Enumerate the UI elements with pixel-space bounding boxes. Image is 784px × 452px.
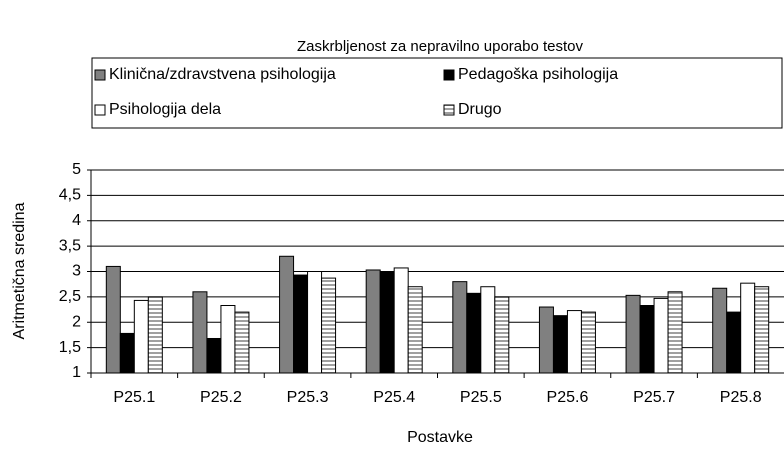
x-axis-label: Postavke [407,429,473,446]
bar [494,296,510,374]
bar [220,305,236,374]
bar [625,294,641,374]
bar [754,286,770,374]
bar [293,274,309,374]
y-tick-label: 5 [72,161,81,178]
y-tick-label: 1,5 [59,339,81,356]
bar [552,315,568,374]
legend-label: Drugo [458,101,502,118]
legend-swatch [443,69,455,81]
legend-swatch [443,104,455,116]
bar [639,305,655,374]
bar [192,291,208,374]
y-tick-label: 3,5 [59,237,81,254]
legend-swatch [94,104,106,116]
bar [538,306,554,374]
bar [321,277,337,374]
x-tick-label: P25.1 [113,389,155,406]
bar [667,291,683,374]
bar [452,281,468,374]
bar [279,255,295,374]
x-tick-label: P25.5 [460,389,502,406]
y-tick-label: 1 [72,364,81,381]
x-tick-label: P25.8 [720,389,762,406]
bar [147,296,163,374]
x-tick-label: P25.4 [373,389,415,406]
bar [407,286,423,374]
bar [105,265,121,374]
y-tick-label: 2 [72,313,81,330]
bar [307,271,323,374]
chart-title: Zaskrbljenost za nepravilno uporabo test… [297,38,583,55]
bar [466,292,482,374]
bar [379,271,395,374]
bar [365,269,381,374]
bar [726,311,742,374]
x-tick-label: P25.7 [633,389,675,406]
x-tick-label: P25.3 [287,389,329,406]
y-tick-label: 2,5 [59,288,81,305]
legend-label: Psihologija dela [109,101,221,118]
x-tick-label: P25.6 [547,389,589,406]
legend-swatch [94,69,106,81]
bar [234,311,250,374]
bar [740,282,756,374]
y-tick-label: 4 [72,212,81,229]
bar [566,310,582,374]
y-axis-label: Aritmetična sredina [11,202,28,339]
bar [653,297,669,374]
x-tick-label: P25.2 [200,389,242,406]
y-tick-label: 4,5 [59,187,81,204]
bar [393,267,409,374]
bar [480,286,496,374]
bar [712,287,728,374]
bar [580,311,596,374]
bar [206,337,222,374]
y-tick-label: 3 [72,263,81,280]
legend-label: Pedagoška psihologija [458,66,618,83]
bar [133,299,149,374]
legend-label: Klinična/zdravstvena psihologija [109,66,336,83]
bar [119,332,135,374]
legend-box [91,57,783,129]
